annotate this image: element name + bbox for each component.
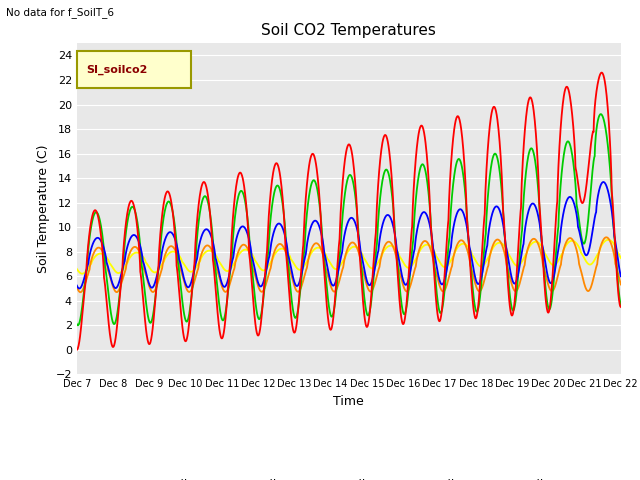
Text: SI_soilco2: SI_soilco2 (86, 65, 148, 75)
Title: Soil CO2 Temperatures: Soil CO2 Temperatures (261, 23, 436, 38)
Text: No data for f_SoilT_6: No data for f_SoilT_6 (6, 7, 115, 18)
Y-axis label: Soil Temperature (C): Soil Temperature (C) (37, 144, 50, 273)
X-axis label: Time: Time (333, 395, 364, 408)
Legend: SoilT_1, SoilT_2, SoilT_3, SoilT_4, SoilT_5: SoilT_1, SoilT_2, SoilT_3, SoilT_4, Soil… (129, 473, 569, 480)
FancyBboxPatch shape (77, 51, 191, 88)
